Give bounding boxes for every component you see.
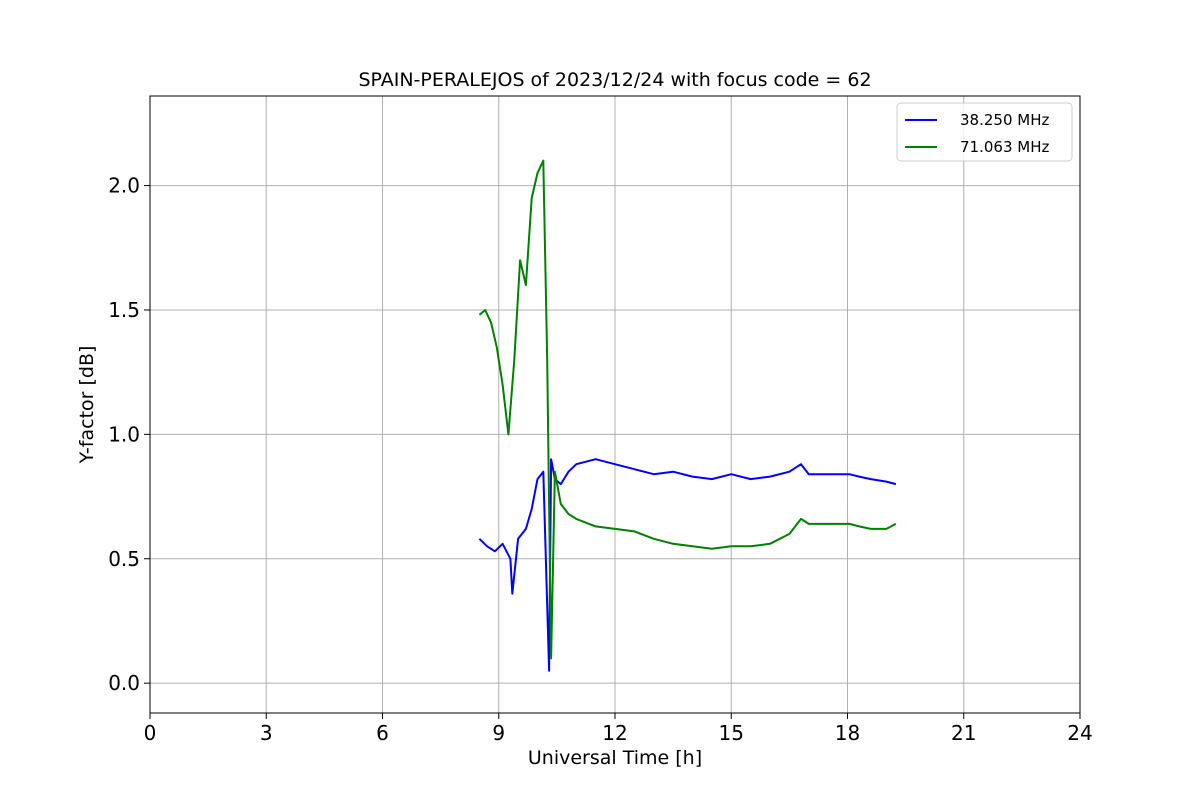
series-line-1	[478, 458, 897, 672]
x-tick-label: 0	[144, 721, 157, 745]
y-tick-label: 1.5	[108, 298, 140, 322]
x-tick-label: 3	[260, 721, 273, 745]
legend-box	[896, 102, 1073, 162]
x-axis-label: Universal Time [h]	[528, 747, 702, 769]
legend-label: 71.063 MHz	[960, 138, 1049, 156]
y-axis-label: Y-factor [dB]	[76, 346, 98, 465]
legend-label: 38.250 MHz	[960, 111, 1049, 129]
x-tick-label: 24	[1067, 721, 1092, 745]
x-tick-label: 18	[835, 721, 860, 745]
series-layer	[478, 159, 897, 672]
x-tick-label: 21	[951, 721, 976, 745]
x-tick-label: 12	[602, 721, 627, 745]
y-tick-label: 2.0	[108, 174, 140, 198]
x-tick-label: 9	[492, 721, 505, 745]
x-tick-label: 15	[719, 721, 744, 745]
y-tick-label: 0.5	[108, 547, 140, 571]
y-tick-label: 0.0	[108, 671, 140, 695]
x-tick-label: 6	[376, 721, 389, 745]
chart-title: SPAIN-PERALEJOS of 2023/12/24 with focus…	[358, 69, 871, 91]
ticks: 0 3 6 9 12 15 18 21 24 0.0 0.5 1.0 1.5 2.0	[108, 174, 1093, 745]
legend: 38.250 MHz 71.063 MHz	[896, 102, 1073, 162]
y-tick-label: 1.0	[108, 422, 140, 446]
series-line-2	[478, 159, 897, 660]
